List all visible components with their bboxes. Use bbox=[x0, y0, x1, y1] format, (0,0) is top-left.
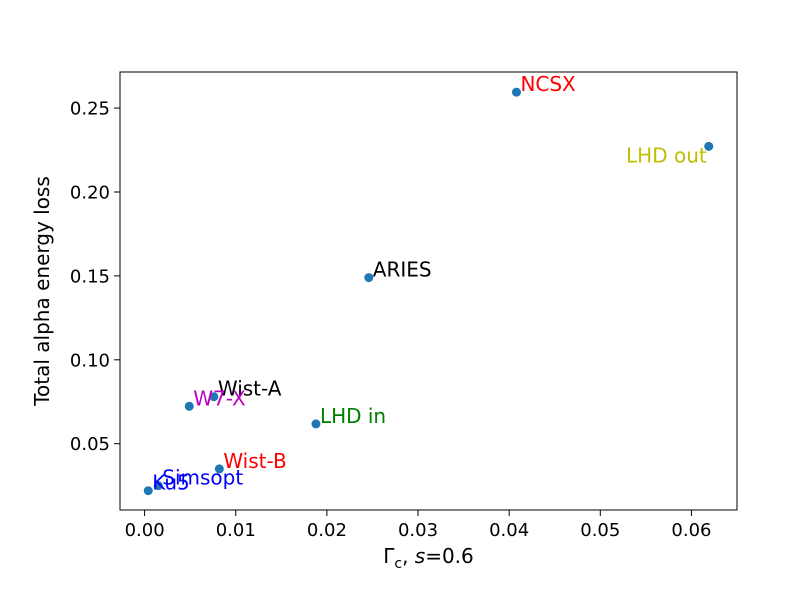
x-axis-label-gamma: Γ bbox=[383, 544, 395, 568]
data-point bbox=[209, 392, 219, 402]
data-point bbox=[153, 481, 163, 491]
x-axis-label-separator: , bbox=[402, 544, 415, 568]
data-point bbox=[143, 486, 153, 496]
x-tick-label: 0.03 bbox=[398, 520, 438, 541]
y-tick-label: 0.20 bbox=[70, 182, 110, 203]
point-label: Ku5 bbox=[152, 471, 190, 495]
y-tick-label: 0.10 bbox=[70, 350, 110, 371]
x-tick-label: 0.01 bbox=[216, 520, 256, 541]
data-point bbox=[704, 141, 714, 151]
point-label: Wist-B bbox=[223, 449, 286, 473]
x-tick-label: 0.06 bbox=[671, 520, 711, 541]
y-tick-label: 0.05 bbox=[70, 434, 110, 455]
data-labels: NCSX LHD out ARIES Wist-AW7-X LHD in Wist-BSi… bbox=[152, 72, 707, 495]
x-tick-label: 0.02 bbox=[307, 520, 347, 541]
data-points bbox=[143, 87, 714, 496]
point-label: LHD in bbox=[320, 404, 386, 428]
point-label: LHD out bbox=[626, 143, 707, 167]
x-axis-label-value: =0.6 bbox=[425, 544, 474, 568]
y-tick-label: 0.25 bbox=[70, 99, 110, 120]
x-axis-label: Γc, s=0.6 bbox=[383, 544, 474, 572]
y-axis-label: Total alpha energy loss bbox=[30, 176, 54, 407]
y-tick-label: 0.15 bbox=[70, 266, 110, 287]
data-point bbox=[511, 87, 521, 97]
x-axis-label-variable: s bbox=[415, 544, 425, 568]
point-label: Simsopt bbox=[162, 466, 243, 490]
plot-area bbox=[120, 72, 737, 510]
point-label: ARIES bbox=[373, 258, 432, 282]
data-point bbox=[364, 273, 374, 283]
x-axis-ticks: 0.00 0.01 0.02 0.03 0.04 0.05 0.06 bbox=[125, 510, 711, 541]
x-axis-label-subscript: c bbox=[394, 556, 402, 572]
y-axis-ticks: 0.05 0.10 0.15 0.20 0.25 bbox=[70, 99, 120, 455]
point-label: NCSX bbox=[520, 72, 576, 96]
x-tick-label: 0.05 bbox=[580, 520, 620, 541]
data-point bbox=[214, 464, 224, 474]
x-tick-label: 0.04 bbox=[489, 520, 529, 541]
data-point bbox=[311, 419, 321, 429]
plot-frame bbox=[119, 71, 738, 511]
point-label: W7-X bbox=[193, 386, 246, 410]
x-tick-label: 0.00 bbox=[125, 520, 165, 541]
point-label: Wist-A bbox=[218, 377, 282, 401]
data-point bbox=[184, 401, 194, 411]
